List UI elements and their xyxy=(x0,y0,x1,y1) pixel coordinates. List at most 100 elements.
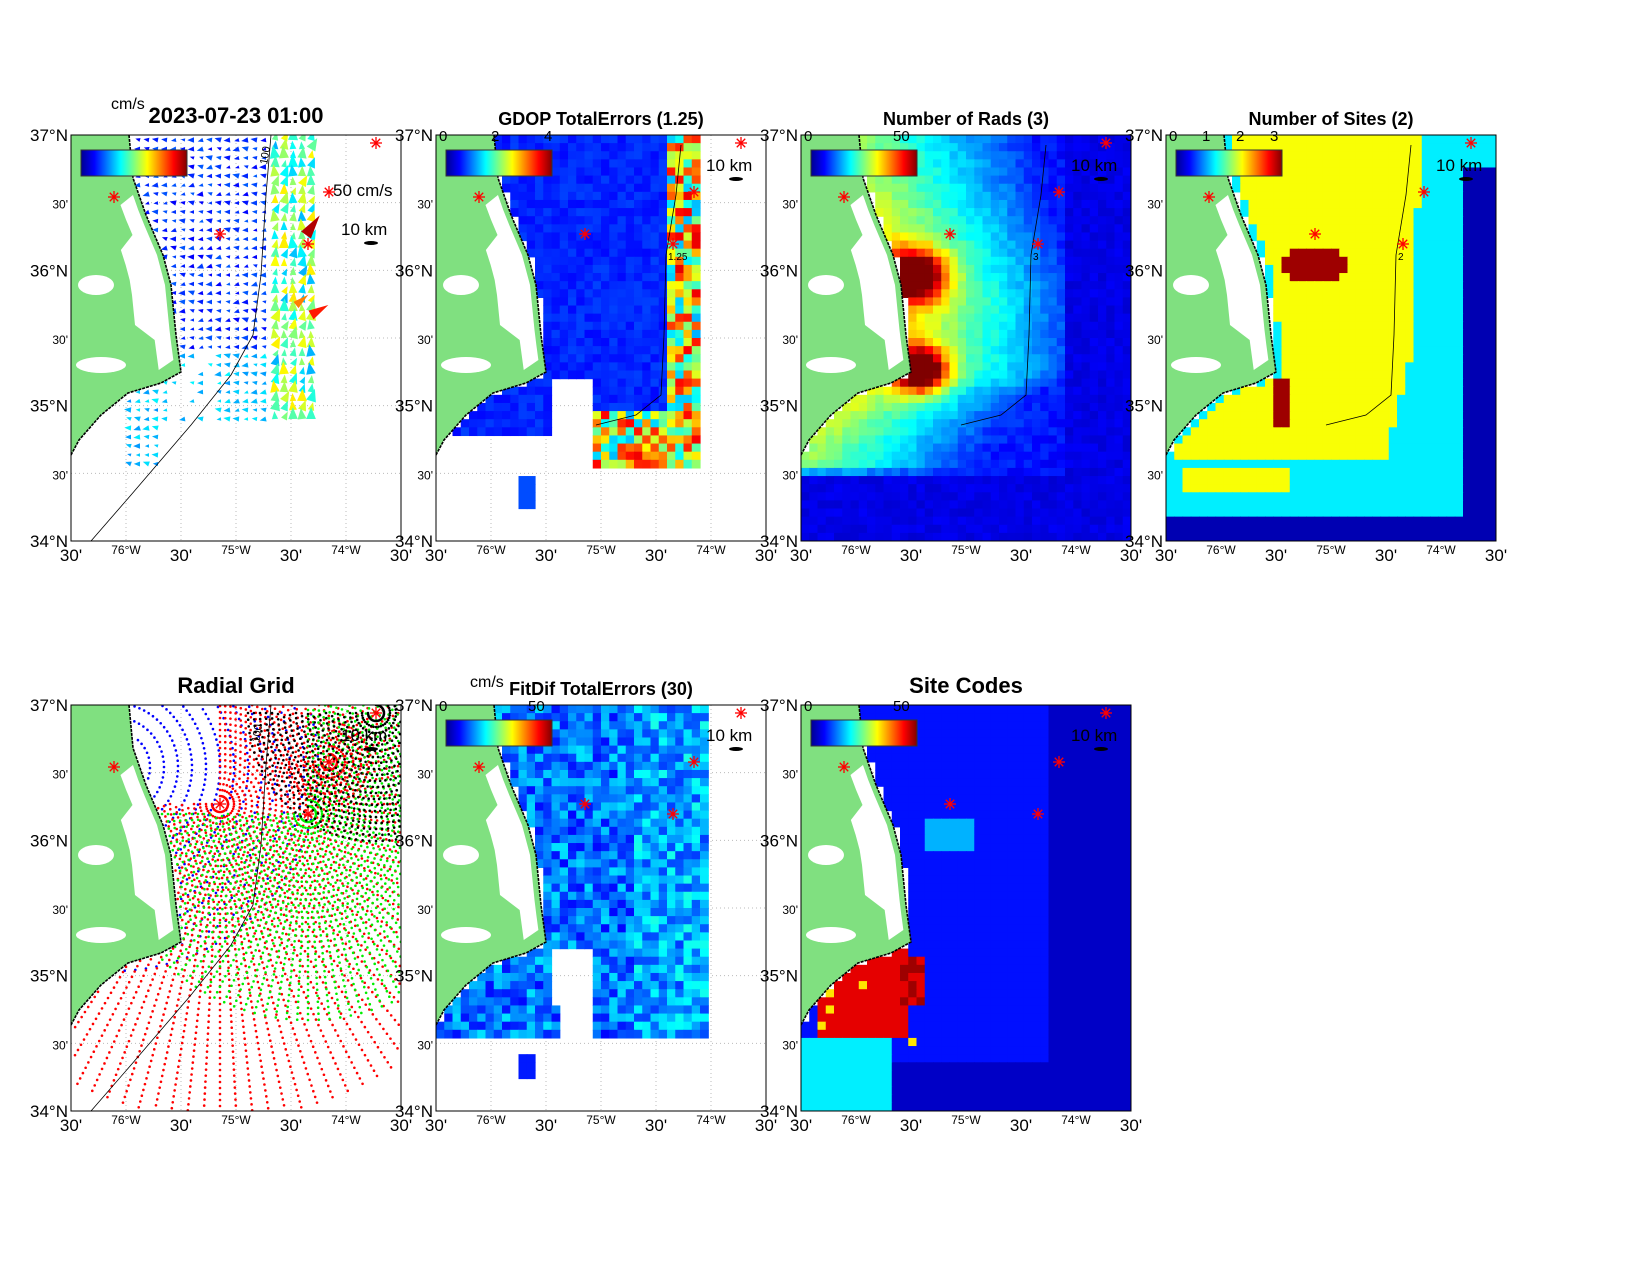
data-cell xyxy=(1331,240,1340,250)
data-cell xyxy=(1289,524,1299,534)
data-cell xyxy=(1331,443,1340,453)
data-cell xyxy=(1479,264,1489,274)
data-cell xyxy=(1240,524,1250,534)
data-cell xyxy=(1380,191,1390,201)
data-cell xyxy=(1223,443,1233,453)
data-cell xyxy=(658,143,668,152)
data-cell xyxy=(1007,175,1017,185)
data-cell xyxy=(576,199,586,209)
current-vector-arrow xyxy=(279,381,289,393)
data-cell xyxy=(625,135,635,144)
current-vector-arrow xyxy=(162,201,168,205)
data-cell xyxy=(1306,313,1316,323)
current-vector-arrow xyxy=(152,218,159,224)
data-cell xyxy=(1023,167,1033,177)
current-vector-arrow xyxy=(197,371,204,377)
data-cell xyxy=(891,183,901,193)
data-cell xyxy=(1372,411,1382,420)
data-cell xyxy=(1040,175,1050,185)
current-vector-arrow xyxy=(189,156,195,160)
data-cell xyxy=(1089,500,1099,510)
data-cell xyxy=(1339,386,1349,396)
data-cell xyxy=(957,264,967,274)
data-cell xyxy=(617,175,627,185)
radial-grid-point xyxy=(162,770,166,774)
data-cell xyxy=(592,329,602,339)
data-cell xyxy=(1364,338,1373,347)
data-cell xyxy=(809,451,819,461)
current-vector-arrow xyxy=(196,146,204,152)
data-cell xyxy=(1331,264,1340,274)
data-cell xyxy=(1289,199,1299,209)
current-vector-arrow xyxy=(178,299,186,305)
data-cell xyxy=(1114,321,1124,331)
data-cell xyxy=(1281,386,1291,396)
data-cell xyxy=(875,500,885,510)
data-cell xyxy=(658,264,668,274)
data-cell xyxy=(634,208,643,217)
data-cell xyxy=(1106,273,1116,282)
data-cell xyxy=(1339,435,1349,445)
data-cell xyxy=(1007,224,1017,234)
data-cell xyxy=(551,297,561,307)
data-cell xyxy=(1056,492,1066,501)
data-cell xyxy=(1413,500,1423,510)
data-cell xyxy=(1040,232,1050,242)
data-cell xyxy=(1347,500,1357,510)
data-cell xyxy=(675,248,685,258)
data-cell xyxy=(883,443,893,453)
data-cell xyxy=(1438,264,1448,274)
current-vector-arrow xyxy=(171,381,177,385)
current-vector-arrow xyxy=(151,434,159,440)
data-cell xyxy=(1081,338,1091,347)
data-cell xyxy=(1430,419,1439,428)
data-cell xyxy=(1040,183,1050,193)
data-cell xyxy=(966,135,975,144)
current-vector-arrow xyxy=(151,425,159,431)
data-cell xyxy=(1256,183,1266,193)
data-cell xyxy=(1397,338,1406,347)
current-vector-arrow xyxy=(198,210,204,214)
data-cell xyxy=(592,346,602,355)
data-cell xyxy=(634,435,643,445)
data-cell xyxy=(1040,443,1050,453)
data-cell xyxy=(1413,256,1423,266)
data-cell xyxy=(825,443,835,453)
data-cell xyxy=(1199,524,1208,534)
data-cell xyxy=(891,443,901,453)
data-cell xyxy=(1298,264,1307,274)
data-cell xyxy=(683,264,693,274)
data-cell xyxy=(1073,208,1083,217)
data-cell xyxy=(933,532,942,541)
data-cell xyxy=(617,329,627,339)
data-cell xyxy=(1089,289,1099,298)
data-cell xyxy=(990,427,1000,437)
data-cell xyxy=(966,467,975,477)
data-cell xyxy=(1122,402,1131,412)
longitude-tick-label: 30' xyxy=(170,546,192,565)
data-cell xyxy=(1223,459,1233,469)
data-cell xyxy=(1298,248,1307,258)
data-cell xyxy=(1065,199,1074,209)
data-cell xyxy=(1073,135,1083,144)
data-cell xyxy=(592,362,602,372)
data-cell xyxy=(1015,459,1025,469)
data-cell xyxy=(1048,338,1058,347)
data-cell xyxy=(1397,273,1406,282)
data-cell xyxy=(1040,419,1050,428)
data-cell xyxy=(1190,467,1200,477)
data-cell xyxy=(1446,378,1456,388)
data-cell xyxy=(1331,167,1340,177)
data-cell xyxy=(683,386,693,396)
data-cell xyxy=(1098,216,1107,225)
data-cell xyxy=(1380,516,1390,526)
current-vector-arrow xyxy=(307,319,315,330)
data-cell xyxy=(477,411,487,420)
data-cell xyxy=(559,305,569,315)
data-cell xyxy=(1215,467,1225,477)
data-cell xyxy=(1430,256,1439,266)
data-cell xyxy=(617,208,627,217)
current-vector-arrow xyxy=(198,336,204,340)
data-cell xyxy=(1065,135,1074,144)
data-cell xyxy=(1032,159,1041,169)
